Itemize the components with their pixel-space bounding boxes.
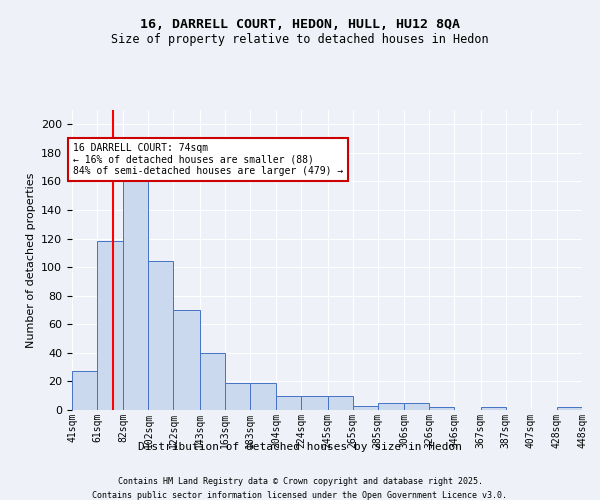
- Bar: [97, 242, 124, 410]
- Bar: [378, 403, 404, 410]
- Bar: [301, 396, 328, 410]
- Text: Size of property relative to detached houses in Hedon: Size of property relative to detached ho…: [111, 32, 489, 46]
- Bar: [250, 383, 276, 410]
- Bar: [200, 353, 225, 410]
- Bar: [404, 403, 429, 410]
- Bar: [148, 262, 173, 410]
- Y-axis label: Number of detached properties: Number of detached properties: [26, 172, 35, 348]
- Bar: [328, 396, 353, 410]
- Bar: [557, 407, 582, 410]
- Bar: [72, 372, 97, 410]
- Bar: [124, 170, 148, 410]
- Bar: [225, 383, 250, 410]
- Text: Distribution of detached houses by size in Hedon: Distribution of detached houses by size …: [138, 442, 462, 452]
- Bar: [276, 396, 301, 410]
- Text: Contains HM Land Registry data © Crown copyright and database right 2025.: Contains HM Land Registry data © Crown c…: [118, 478, 482, 486]
- Text: 16, DARRELL COURT, HEDON, HULL, HU12 8QA: 16, DARRELL COURT, HEDON, HULL, HU12 8QA: [140, 18, 460, 30]
- Bar: [481, 407, 506, 410]
- Bar: [173, 310, 200, 410]
- Text: 16 DARRELL COURT: 74sqm
← 16% of detached houses are smaller (88)
84% of semi-de: 16 DARRELL COURT: 74sqm ← 16% of detache…: [73, 143, 344, 176]
- Bar: [353, 406, 378, 410]
- Text: Contains public sector information licensed under the Open Government Licence v3: Contains public sector information licen…: [92, 491, 508, 500]
- Bar: [429, 407, 454, 410]
